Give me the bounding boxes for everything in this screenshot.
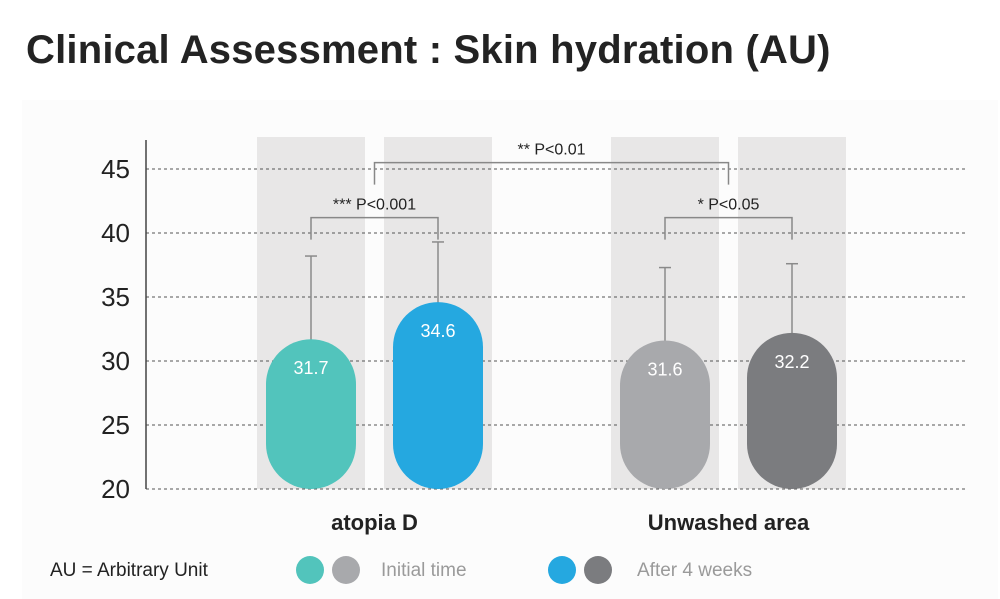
legend-label-initial: Initial time	[381, 560, 467, 581]
bar-value-label: 32.2	[774, 352, 809, 372]
bar-value-label: 31.7	[293, 358, 328, 378]
page-title: Clinical Assessment : Skin hydration (AU…	[26, 28, 831, 72]
bar-1	[393, 302, 483, 489]
unit-note: AU = Arbitrary Unit	[50, 560, 208, 581]
bar-3	[747, 332, 837, 489]
significance-label: ** P<0.01	[517, 142, 585, 159]
bar-value-label: 31.6	[647, 360, 682, 380]
y-tick-label: 20	[101, 474, 130, 504]
legend-swatch-after-atopia	[548, 556, 576, 584]
y-tick-label: 25	[101, 410, 130, 440]
significance-bracket	[310, 216, 439, 240]
significance-label: * P<0.05	[698, 197, 760, 214]
y-tick-label: 30	[101, 346, 130, 376]
category-label: atopia D	[331, 510, 418, 535]
category-label: Unwashed area	[648, 510, 810, 535]
bar-value-label: 34.6	[420, 321, 455, 341]
legend: AU = Arbitrary Unit Initial time After 4…	[0, 548, 1000, 592]
y-tick-label: 45	[101, 154, 130, 184]
legend-label-after: After 4 weeks	[637, 560, 753, 581]
bar-2	[620, 340, 710, 489]
bar-0	[266, 339, 356, 489]
legend-swatch-after-unwashed	[584, 556, 612, 584]
y-tick-label: 35	[101, 282, 130, 312]
legend-swatch-initial-unwashed	[332, 556, 360, 584]
significance-label: *** P<0.001	[333, 197, 416, 214]
significance-bracket	[373, 161, 730, 185]
legend-swatch-initial-atopia	[296, 556, 324, 584]
significance-bracket	[664, 216, 793, 240]
y-tick-label: 40	[101, 218, 130, 248]
